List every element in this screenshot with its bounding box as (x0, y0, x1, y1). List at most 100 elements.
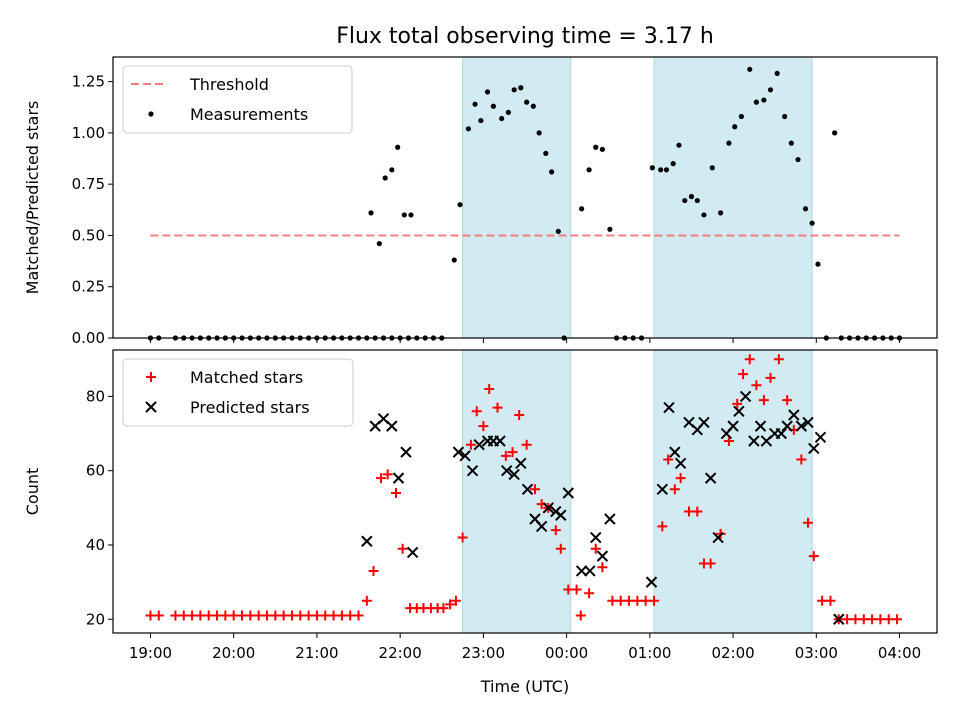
matched-star-point (765, 372, 776, 383)
predicted-star-point (466, 464, 479, 477)
predicted-star-point (494, 435, 506, 447)
top-x-ticks (149, 338, 901, 343)
matched-star-point (353, 610, 364, 621)
measurement-point (389, 167, 395, 173)
x-tick-label: 21:00 (295, 644, 338, 662)
measurement-point (832, 130, 838, 136)
measurement-point (802, 206, 809, 212)
measurement-point (593, 144, 599, 150)
measurement-point (795, 156, 801, 163)
matched-star-point (153, 610, 164, 621)
matched-star-point (555, 543, 566, 554)
x-tick-label: 02:00 (711, 644, 754, 662)
measurement-point (717, 210, 724, 216)
predicted-star-point (575, 565, 588, 577)
measurement-point (753, 99, 759, 105)
measurement-point (395, 144, 401, 150)
matched-star-point (550, 525, 561, 536)
measurement-point (478, 117, 484, 124)
y-tick-label: 80 (86, 387, 105, 405)
measurement-point (663, 167, 670, 173)
predicted-star-point (748, 435, 760, 447)
matched-star-point (465, 439, 476, 450)
matched-star-point (376, 473, 387, 484)
legend-symbol (146, 372, 156, 382)
matched-star-point (802, 517, 813, 528)
measurement-point (694, 197, 700, 204)
measurement-point (511, 87, 517, 93)
predicted-star-point (775, 427, 788, 440)
measurement-point (701, 212, 707, 218)
measurement-point (670, 161, 676, 167)
bottom-shaded-intervals (462, 349, 813, 634)
top-panel: 0.00 0.25 0.50 0.75 1.00 1.25 Matched/Predict… (23, 56, 938, 347)
predicted-star-point (521, 483, 534, 495)
measurement-point (549, 169, 555, 175)
measurement-point (658, 167, 664, 173)
measurement-point (788, 140, 794, 146)
chart-title: Flux total observing time = 3.17 h (336, 24, 714, 49)
measurement-point (530, 103, 536, 109)
predicted-star-point (604, 513, 616, 525)
legend-label: Threshold (189, 75, 269, 94)
matched-star-point (751, 380, 762, 391)
predicted-star-point (535, 520, 548, 533)
matched-star-point (382, 469, 393, 480)
matched-star-point (723, 435, 734, 446)
matched-star-point (584, 588, 595, 599)
matched-star-point (675, 473, 686, 484)
matched-star-point (361, 595, 372, 606)
legend-box (122, 65, 353, 134)
matched-star-point (758, 395, 769, 406)
measurement-point (586, 167, 592, 173)
bottom-legend: Matched stars Predicted stars (122, 358, 354, 427)
measurement-point (518, 85, 524, 91)
top-y-ticks: 0.00 0.25 0.50 0.75 1.00 1.25 (72, 73, 113, 347)
measurement-point (709, 165, 715, 171)
predicted-star-point (833, 613, 845, 625)
y-tick-label: 1.25 (72, 73, 105, 91)
shaded-interval (462, 349, 572, 634)
matched-star-point (571, 584, 582, 595)
measurement-point (599, 146, 606, 152)
measurement-point (726, 140, 732, 146)
x-tick-label: 04:00 (878, 644, 921, 662)
matched-star-point (744, 354, 755, 365)
predicted-star-point (562, 487, 574, 499)
matched-star-point (825, 595, 836, 606)
y-tick-label: 0.50 (72, 226, 105, 244)
measurement-point (484, 89, 491, 95)
predicted-star-point (704, 472, 717, 484)
legend-label: Measurements (190, 105, 308, 124)
matched-star-point (892, 614, 903, 625)
bottom-y-ticks: 20 40 60 80 (86, 387, 113, 628)
measurement-point (732, 124, 738, 130)
x-tick-label: 23:00 (462, 644, 505, 662)
bottom-axes-frame (112, 349, 938, 634)
predicted-star-point (754, 420, 767, 432)
matched-star-point (705, 558, 716, 569)
predicted-star-point (459, 450, 471, 462)
matched-star-point (397, 543, 408, 554)
predicted-star-point (500, 464, 513, 477)
predicted-star-point (555, 509, 567, 521)
matched-star-point (575, 610, 586, 621)
measurement-point (376, 241, 382, 247)
matched-star-point (368, 565, 379, 576)
matched-star-point (649, 595, 660, 606)
measurement-point (676, 142, 682, 148)
predicted-star-point (400, 446, 412, 458)
matched-star-point (500, 450, 511, 461)
matched-star-point (457, 532, 468, 543)
matched-star-point (471, 406, 482, 417)
measurement-point (472, 101, 478, 107)
legend-label: Matched stars (190, 368, 303, 387)
bottom-panel: 20 40 60 80 19:00 20:00 21:00 22:00 23:00 00:00 0… (23, 349, 938, 696)
shaded-interval (653, 349, 813, 634)
matched-star-point (478, 421, 489, 432)
matched-star-point (732, 398, 743, 409)
measurement-point (815, 261, 821, 267)
matched-star-point (782, 395, 793, 406)
predicted-star-point (733, 405, 745, 417)
predicted-star-point (542, 502, 555, 514)
